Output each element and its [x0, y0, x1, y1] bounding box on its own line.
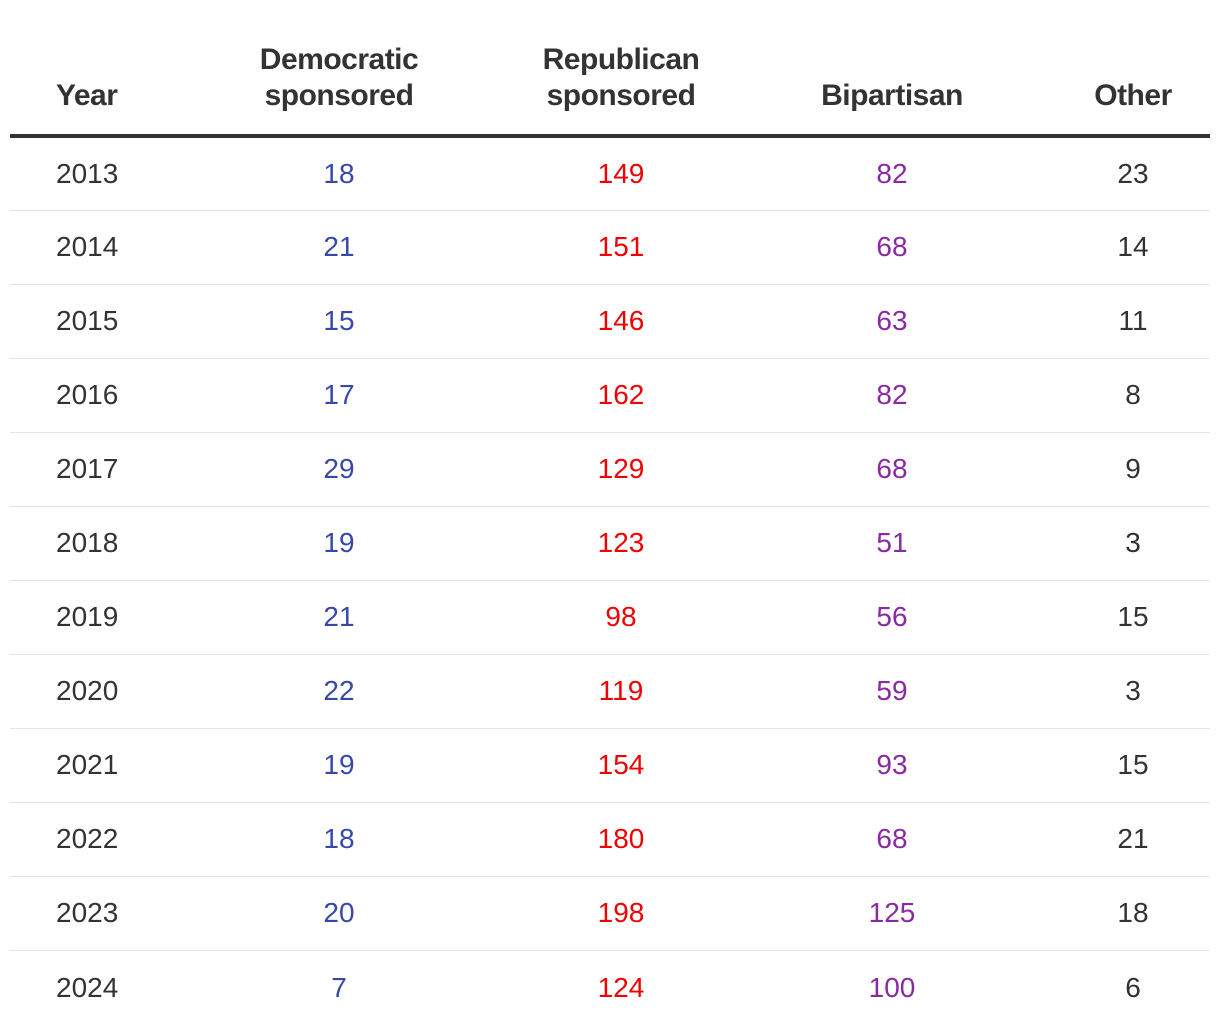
- table-row: 2013 18 149 82 23: [10, 136, 1210, 211]
- table-row: 2014 21 151 68 14: [10, 210, 1210, 285]
- cell-bipartisan: 63: [728, 284, 1056, 359]
- cell-bipartisan: 93: [728, 728, 1056, 803]
- cell-other: 9: [1056, 432, 1210, 507]
- table-row: 2022 18 180 68 21: [10, 802, 1210, 877]
- cell-other: 15: [1056, 728, 1210, 803]
- table-body: 2013 18 149 82 23 2014 21 151 68 14 2015 15 146 63 11 2…: [10, 136, 1210, 1026]
- table-row: 2015 15 146 63 11: [10, 284, 1210, 359]
- cell-republican-sponsored: 180: [514, 802, 728, 877]
- table-row: 2024 7 124 100 6: [10, 950, 1210, 1026]
- cell-other: 15: [1056, 580, 1210, 655]
- cell-year: 2021: [10, 728, 164, 803]
- cell-year: 2018: [10, 506, 164, 581]
- cell-bipartisan: 82: [728, 358, 1056, 433]
- cell-bipartisan: 59: [728, 654, 1056, 729]
- cell-republican-sponsored: 98: [514, 580, 728, 655]
- cell-democratic-sponsored: 15: [164, 284, 514, 359]
- cell-bipartisan: 68: [728, 432, 1056, 507]
- cell-year: 2022: [10, 802, 164, 877]
- cell-other: 21: [1056, 802, 1210, 877]
- cell-democratic-sponsored: 22: [164, 654, 514, 729]
- cell-bipartisan: 82: [728, 136, 1056, 211]
- cell-democratic-sponsored: 17: [164, 358, 514, 433]
- table-row: 2020 22 119 59 3: [10, 654, 1210, 729]
- cell-year: 2017: [10, 432, 164, 507]
- header-year: Year: [10, 0, 164, 138]
- cell-bipartisan: 56: [728, 580, 1056, 655]
- cell-democratic-sponsored: 7: [331, 972, 347, 1004]
- cell-other: 6: [1125, 972, 1141, 1004]
- header-other: Other: [1056, 0, 1210, 138]
- cell-year: 2014: [10, 210, 164, 285]
- cell-democratic-sponsored: 20: [164, 876, 514, 951]
- header-bipartisan: Bipartisan: [728, 0, 1056, 138]
- cell-republican-sponsored: 149: [514, 136, 728, 211]
- table-row: 2021 19 154 93 15: [10, 728, 1210, 803]
- cell-republican-sponsored: 119: [514, 654, 728, 729]
- cell-democratic-sponsored: 19: [164, 728, 514, 803]
- cell-bipartisan: 51: [728, 506, 1056, 581]
- header-democratic-line-1: Democratic: [259, 43, 419, 76]
- cell-year: 2016: [10, 358, 164, 433]
- table-row: 2023 20 198 125 18: [10, 876, 1210, 951]
- header-republican-sponsored: Republican sponsored: [514, 0, 728, 138]
- cell-bipartisan: 68: [728, 802, 1056, 877]
- cell-democratic-sponsored: 18: [164, 136, 514, 211]
- cell-other: 3: [1056, 654, 1210, 729]
- cell-republican-sponsored: 151: [514, 210, 728, 285]
- cell-other: 8: [1056, 358, 1210, 433]
- cell-democratic-sponsored: 19: [164, 506, 514, 581]
- cell-democratic-sponsored: 29: [164, 432, 514, 507]
- table-row: 2018 19 123 51 3: [10, 506, 1210, 581]
- cell-republican-sponsored: 146: [514, 284, 728, 359]
- sponsorship-table: Year Democratic sponsored Republican spo…: [10, 0, 1210, 1026]
- cell-other: 14: [1056, 210, 1210, 285]
- header-democratic-line-2: sponsored: [264, 79, 414, 112]
- cell-republican-sponsored: 154: [514, 728, 728, 803]
- cell-republican-sponsored: 123: [514, 506, 728, 581]
- table-header: Year Democratic sponsored Republican spo…: [10, 0, 1210, 138]
- cell-republican-sponsored: 124: [597, 972, 645, 1004]
- table-row: 2016 17 162 82 8: [10, 358, 1210, 433]
- cell-year: 2019: [10, 580, 164, 655]
- cell-other: 11: [1056, 284, 1210, 359]
- header-republican-line-1: Republican: [542, 43, 700, 76]
- cell-bipartisan: 100: [868, 972, 916, 1004]
- cell-year: 2013: [10, 136, 164, 211]
- cell-year: 2024: [56, 972, 119, 1004]
- cell-bipartisan: 68: [728, 210, 1056, 285]
- cell-democratic-sponsored: 21: [164, 210, 514, 285]
- header-republican-line-2: sponsored: [546, 79, 696, 112]
- cell-republican-sponsored: 129: [514, 432, 728, 507]
- cell-year: 2015: [10, 284, 164, 359]
- cell-year: 2020: [10, 654, 164, 729]
- table-row: 2019 21 98 56 15: [10, 580, 1210, 655]
- header-row: Year Democratic sponsored Republican spo…: [10, 0, 1210, 138]
- cell-other: 18: [1056, 876, 1210, 951]
- cell-democratic-sponsored: 21: [164, 580, 514, 655]
- header-democratic-sponsored: Democratic sponsored: [164, 0, 514, 138]
- cell-year: 2023: [10, 876, 164, 951]
- table-row: 2017 29 129 68 9: [10, 432, 1210, 507]
- sponsorship-table-container: Year Democratic sponsored Republican spo…: [10, 0, 1210, 1026]
- cell-other: 23: [1056, 136, 1210, 211]
- cell-other: 3: [1056, 506, 1210, 581]
- cell-republican-sponsored: 198: [514, 876, 728, 951]
- cell-bipartisan: 125: [728, 876, 1056, 951]
- cell-republican-sponsored: 162: [514, 358, 728, 433]
- cell-democratic-sponsored: 18: [164, 802, 514, 877]
